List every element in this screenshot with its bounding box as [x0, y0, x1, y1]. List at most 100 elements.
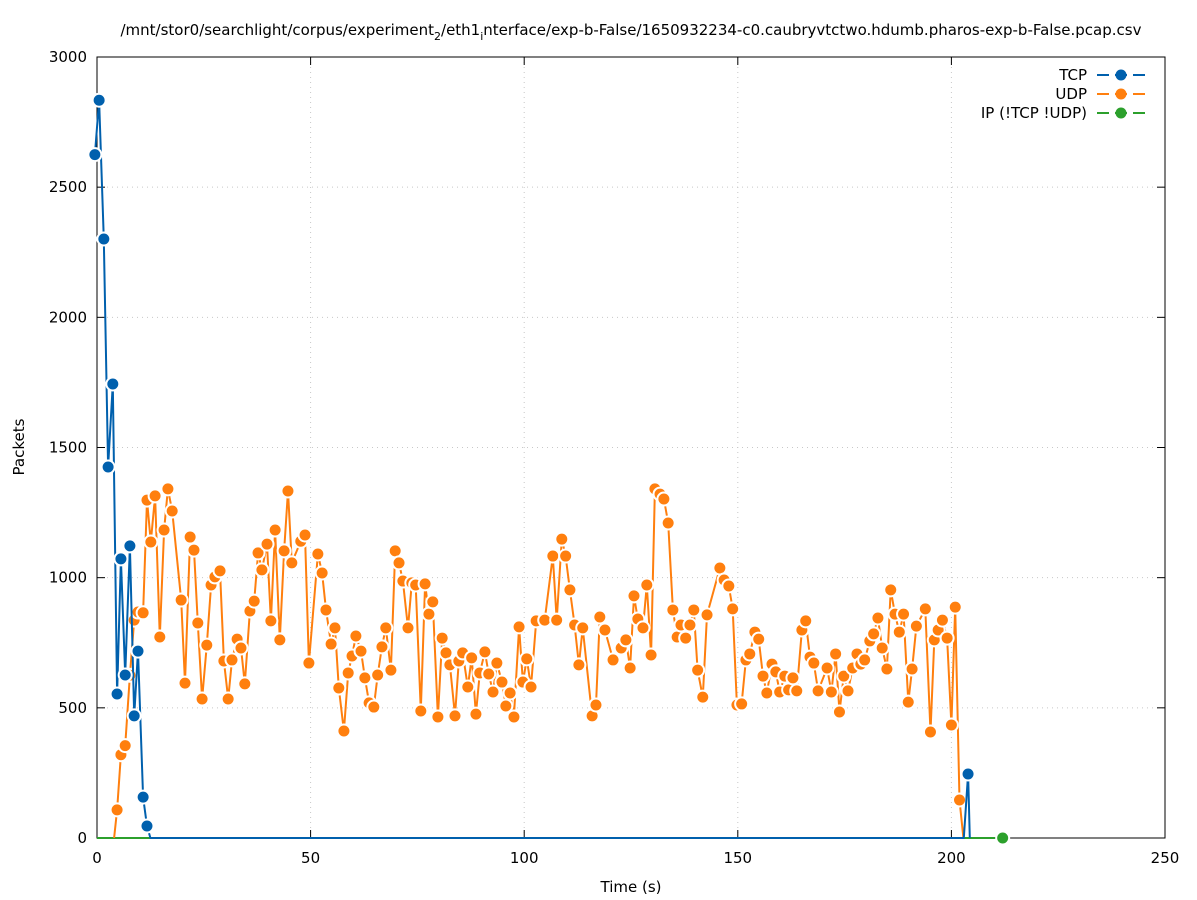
data-point	[810, 683, 826, 699]
x-tick-label: 200	[937, 849, 966, 867]
data-point	[357, 670, 373, 686]
data-point	[686, 602, 702, 618]
data-point	[678, 630, 694, 646]
data-point	[340, 665, 356, 681]
legend-marker	[1115, 107, 1127, 119]
legend-label: UDP	[1055, 85, 1087, 103]
legend-marker	[1115, 69, 1127, 81]
legend-label: IP (!TCP !UDP)	[981, 104, 1087, 122]
data-point	[113, 551, 129, 567]
data-point	[91, 92, 107, 108]
data-point	[447, 708, 463, 724]
data-point	[665, 602, 681, 618]
data-point	[152, 629, 168, 645]
data-point	[194, 691, 210, 707]
data-point	[643, 647, 659, 663]
data-point	[523, 679, 539, 695]
data-point	[224, 652, 240, 668]
data-point	[100, 459, 116, 475]
data-point	[366, 699, 382, 715]
y-tick-label: 3000	[49, 48, 87, 66]
data-point	[460, 679, 476, 695]
data-point	[699, 607, 715, 623]
data-point	[87, 147, 103, 163]
data-point	[502, 685, 518, 701]
data-point	[246, 593, 262, 609]
data-point	[511, 619, 527, 635]
legend-marker	[1115, 88, 1127, 100]
data-point	[952, 792, 968, 808]
data-point	[370, 667, 386, 683]
data-point	[391, 555, 407, 571]
data-point	[156, 522, 172, 538]
data-point	[430, 709, 446, 725]
data-point	[280, 483, 296, 499]
data-point	[353, 643, 369, 659]
data-point	[348, 628, 364, 644]
data-point	[656, 491, 672, 507]
y-tick-label: 1000	[49, 569, 87, 587]
data-point	[870, 610, 886, 626]
data-point	[734, 696, 750, 712]
x-tick-label: 100	[510, 849, 539, 867]
data-point	[751, 631, 767, 647]
data-point	[477, 644, 493, 660]
data-point	[626, 588, 642, 604]
data-point	[755, 668, 771, 684]
data-point	[314, 565, 330, 581]
data-point	[143, 534, 159, 550]
data-point	[519, 651, 535, 667]
data-point	[481, 666, 497, 682]
x-axis-label: Time (s)	[600, 878, 662, 896]
data-point	[823, 684, 839, 700]
data-point	[336, 723, 352, 739]
legend-label: TCP	[1058, 66, 1087, 84]
data-point	[186, 542, 202, 558]
data-point	[489, 655, 505, 671]
data-point	[310, 546, 326, 562]
data-point	[105, 376, 121, 392]
data-point	[819, 660, 835, 676]
data-point	[318, 602, 334, 618]
data-point	[943, 717, 959, 733]
data-point	[434, 630, 450, 646]
data-point	[135, 605, 151, 621]
data-point	[498, 698, 514, 714]
data-point	[904, 661, 920, 677]
data-point	[383, 662, 399, 678]
data-point	[934, 612, 950, 628]
data-point	[605, 652, 621, 668]
data-point	[874, 640, 890, 656]
data-point	[96, 231, 112, 247]
x-tick-label: 150	[723, 849, 752, 867]
data-point	[378, 620, 394, 636]
data-point	[160, 481, 176, 497]
data-point	[421, 606, 437, 622]
chart-title: /mnt/stor0/searchlight/corpus/experiment…	[121, 21, 1142, 43]
data-point	[417, 576, 433, 592]
data-point	[139, 818, 155, 834]
data-point	[374, 639, 390, 655]
data-point	[558, 548, 574, 564]
data-point	[618, 632, 634, 648]
data-point	[690, 662, 706, 678]
data-point	[721, 578, 737, 594]
y-tick-label: 2000	[49, 308, 87, 326]
data-point	[554, 531, 570, 547]
data-point	[425, 594, 441, 610]
data-point	[840, 683, 856, 699]
data-point	[789, 683, 805, 699]
data-point	[828, 646, 844, 662]
data-point	[109, 686, 125, 702]
data-point	[891, 624, 907, 640]
data-point	[682, 617, 698, 633]
data-point	[259, 536, 275, 552]
y-tick-label: 500	[58, 699, 87, 717]
data-point	[917, 601, 933, 617]
data-point	[725, 601, 741, 617]
data-point	[900, 694, 916, 710]
data-point	[323, 636, 339, 652]
data-point	[831, 704, 847, 720]
data-point	[272, 632, 288, 648]
